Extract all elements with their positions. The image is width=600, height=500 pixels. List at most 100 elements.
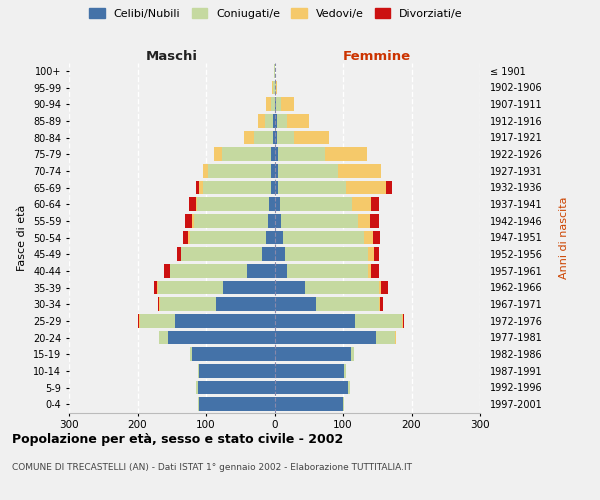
Bar	[275, 130, 277, 144]
Bar	[175, 314, 275, 328]
Bar	[346, 180, 386, 194]
Bar	[275, 380, 349, 394]
Bar	[275, 198, 280, 211]
Legend: Celibi/Nubili, Coniugati/e, Vedovi/e, Divorziati/e: Celibi/Nubili, Coniugati/e, Vedovi/e, Di…	[89, 8, 463, 19]
Bar	[379, 280, 380, 294]
Bar	[275, 180, 278, 194]
Bar	[196, 380, 198, 394]
Bar	[368, 248, 374, 261]
Bar	[275, 348, 351, 361]
Bar	[281, 98, 293, 111]
Bar	[266, 98, 271, 111]
Bar	[196, 180, 199, 194]
Bar	[373, 230, 380, 244]
Bar	[276, 98, 281, 111]
Text: Femmine: Femmine	[343, 50, 412, 62]
Bar	[355, 314, 402, 328]
Bar	[293, 130, 329, 144]
Bar	[277, 114, 287, 128]
Bar	[160, 298, 216, 311]
Bar	[380, 298, 383, 311]
Bar	[278, 148, 325, 161]
Bar	[281, 214, 358, 228]
Bar	[276, 80, 277, 94]
Bar	[169, 330, 275, 344]
Bar	[170, 264, 247, 278]
Bar	[193, 348, 275, 361]
Bar	[157, 280, 158, 294]
Bar	[395, 330, 396, 344]
Bar	[371, 198, 379, 211]
Bar	[181, 248, 262, 261]
Bar	[198, 398, 199, 411]
Text: Maschi: Maschi	[146, 50, 198, 62]
Bar	[277, 130, 293, 144]
Bar	[198, 380, 275, 394]
Bar	[183, 230, 188, 244]
Bar	[287, 264, 368, 278]
Bar	[199, 364, 275, 378]
Bar	[203, 164, 208, 177]
Bar	[275, 314, 355, 328]
Bar	[402, 314, 403, 328]
Bar	[247, 264, 275, 278]
Bar	[190, 230, 266, 244]
Bar	[344, 364, 346, 378]
Bar	[358, 214, 370, 228]
Bar	[262, 248, 275, 261]
Bar	[177, 248, 181, 261]
Bar	[275, 280, 305, 294]
Bar	[223, 280, 275, 294]
Bar	[139, 314, 140, 328]
Bar	[364, 230, 373, 244]
Bar	[208, 164, 271, 177]
Bar	[203, 180, 271, 194]
Bar	[190, 348, 193, 361]
Bar	[325, 148, 367, 161]
Bar	[275, 148, 278, 161]
Bar	[275, 230, 283, 244]
Bar	[343, 398, 344, 411]
Bar	[188, 230, 190, 244]
Bar	[216, 298, 275, 311]
Bar	[278, 180, 346, 194]
Bar	[189, 198, 196, 211]
Bar	[386, 180, 392, 194]
Bar	[154, 280, 157, 294]
Bar	[271, 164, 275, 177]
Bar	[275, 214, 281, 228]
Bar	[280, 198, 352, 211]
Bar	[283, 230, 364, 244]
Text: Popolazione per età, sesso e stato civile - 2002: Popolazione per età, sesso e stato civil…	[12, 432, 343, 446]
Bar	[273, 130, 275, 144]
Bar	[380, 280, 388, 294]
Bar	[275, 398, 343, 411]
Bar	[273, 114, 275, 128]
Bar	[271, 98, 275, 111]
Bar	[222, 148, 271, 161]
Bar	[273, 80, 275, 94]
Bar	[275, 298, 316, 311]
Bar	[199, 398, 275, 411]
Bar	[275, 330, 376, 344]
Bar	[278, 164, 338, 177]
Bar	[138, 314, 139, 328]
Bar	[403, 314, 404, 328]
Bar	[368, 264, 371, 278]
Bar	[376, 330, 395, 344]
Bar	[214, 148, 222, 161]
Bar	[275, 164, 278, 177]
Bar	[316, 298, 379, 311]
Bar	[287, 114, 309, 128]
Bar	[158, 298, 160, 311]
Bar	[244, 130, 254, 144]
Bar	[272, 80, 273, 94]
Bar	[285, 248, 368, 261]
Bar	[198, 364, 199, 378]
Bar	[275, 248, 285, 261]
Bar	[275, 80, 276, 94]
Bar	[266, 230, 275, 244]
Bar	[269, 198, 275, 211]
Bar	[268, 214, 275, 228]
Bar	[258, 114, 265, 128]
